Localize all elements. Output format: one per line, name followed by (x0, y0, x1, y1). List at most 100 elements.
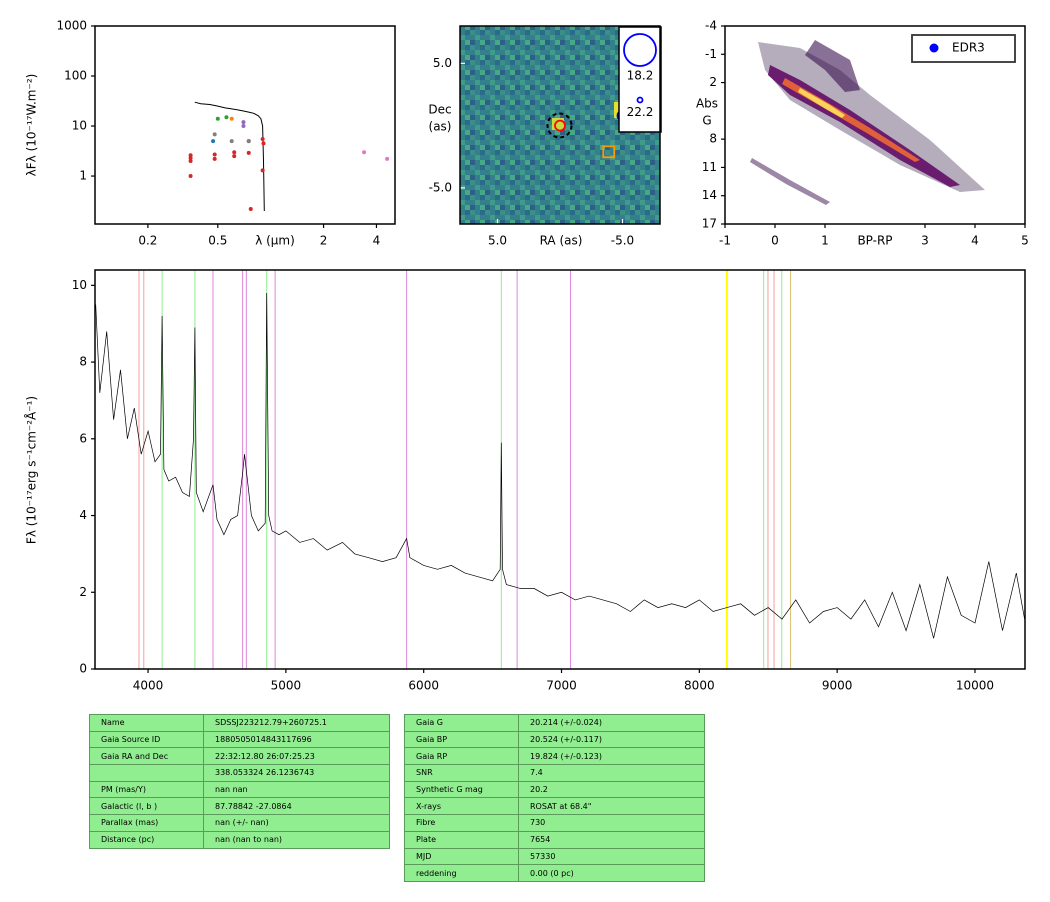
density-cloud (750, 40, 985, 205)
table-cell: 7.4 (518, 764, 705, 782)
x-tick-label: 8000 (684, 679, 715, 693)
table-row: MJD 57330 (404, 847, 705, 866)
table-row: reddening 0.00 (0 pc) (404, 864, 705, 882)
table-row: Distance (pc) nan (nan to nan) (89, 830, 390, 849)
table-cell: 22:32:12.80 26:07:25.23 (203, 747, 390, 766)
table-cell: SDSSJ223212.79+260725.1 (203, 714, 390, 732)
table-cell: 7654 (518, 830, 705, 849)
y-tick-label: 6 (79, 431, 87, 445)
sed-point (246, 139, 251, 144)
x-tick-label: 5.0 (488, 234, 507, 248)
sed-point (260, 168, 265, 173)
y-tick-label: 8 (79, 355, 87, 369)
x-tick-label: 0.5 (208, 234, 227, 248)
panel: 0.2 0.5 2 4 1 10 100 1000 λ (μm) λFλ (10⁻¹⁷W.m⁻²) (25, 19, 396, 248)
x-tick-label: -1 (719, 234, 731, 248)
table-row: Gaia Source ID 1880505014843117696 (89, 730, 390, 749)
sed-point (188, 153, 193, 158)
table-cell: 20.524 (+/-0.117) (518, 730, 705, 749)
table-cell: 57330 (518, 847, 705, 866)
axes-frame (94, 269, 1026, 670)
table-cell: 1880505014843117696 (203, 730, 390, 749)
x-tick-label: 1 (821, 234, 829, 248)
y-label-bg (689, 94, 725, 126)
table-row: Name SDSSJ223212.79+260725.1 (89, 714, 390, 732)
sed-point (241, 120, 246, 125)
table-cell: Galactic (l, b ) (89, 797, 204, 816)
x-tick-label: 3 (921, 234, 929, 248)
y-tick-label: 2 (79, 585, 87, 599)
panel: 5.0 -5.0 5.0 -5.0 RA (as) Dec (as) 18.2 22.2 (422, 25, 662, 248)
table-cell: Gaia G (404, 714, 519, 732)
y-axis-label: Dec (428, 103, 451, 117)
table-row: Fibre 730 (404, 814, 705, 832)
sed-point (211, 139, 216, 144)
table-row: 338.053324 26.1236743 (89, 764, 390, 782)
sed-point (248, 206, 253, 211)
table-row: Gaia BP 20.524 (+/-0.117) (404, 730, 705, 749)
sed-point (232, 150, 237, 155)
y-tick-label: 100 (64, 69, 87, 83)
x-tick-label: 0.2 (138, 234, 157, 248)
x-tick-label: 5 (1021, 234, 1029, 248)
y-tick-label: 2 (709, 75, 717, 89)
x-tick-label: 4000 (133, 679, 164, 693)
sed-point (212, 156, 217, 161)
x-axis-label: BP-RP (857, 234, 892, 248)
table-cell: PM (mas/Y) (89, 780, 204, 799)
source-marker (602, 145, 616, 159)
sed-point (232, 154, 237, 159)
y-label-bg (422, 100, 458, 132)
table-row: Gaia RP 19.824 (+/-0.123) (404, 747, 705, 766)
y-tick-label: -1 (705, 47, 717, 61)
table-cell: nan (+/- nan) (203, 814, 390, 832)
x-tick-label: -5.0 (611, 234, 634, 248)
x-tick-label: 2 (320, 234, 328, 248)
table-row: SNR 7.4 (404, 764, 705, 782)
y-tick-label: 10 (72, 119, 87, 133)
table-row: Synthetic G mag 20.2 (404, 780, 705, 799)
spectrum-line (194, 101, 265, 212)
x-tick-label: 6000 (408, 679, 439, 693)
table-cell: SNR (404, 764, 519, 782)
legend-size-marker (623, 33, 657, 67)
sed-point (188, 158, 193, 163)
y-tick-label: 17 (702, 217, 717, 231)
table-row: X-rays ROSAT at 68.4" (404, 797, 705, 816)
panel: -1 0 1 3 4 5 -4 -1 2 8 11 14 17 BP-RP Abs G EDR3 (689, 19, 1029, 248)
x-tick-label: 4 (373, 234, 381, 248)
table-cell: Synthetic G mag (404, 780, 519, 799)
y-axis-label: λFλ (10⁻¹⁷W.m⁻²) (25, 74, 39, 177)
spectrum-line (95, 292, 1025, 639)
table-row: Gaia G 20.214 (+/-0.024) (404, 714, 705, 732)
y-tick-label: 14 (702, 188, 717, 202)
x-tick-label: 4 (971, 234, 979, 248)
table-row: PM (mas/Y) nan nan (89, 780, 390, 799)
table-cell: 20.2 (518, 780, 705, 799)
sed-point (224, 115, 229, 120)
sed-point (246, 150, 251, 155)
legend-size-marker (636, 96, 644, 104)
legend-label: 22.2 (627, 105, 654, 119)
info-table: Gaia G 20.214 (+/-0.024) Gaia BP 20.524 (+/… (404, 714, 705, 882)
x-tick-label: 0 (771, 234, 779, 248)
table-cell: nan nan (203, 780, 390, 799)
table-row: Gaia RA and Dec 22:32:12.80 26:07:25.23 (89, 747, 390, 766)
table-row: Galactic (l, b ) 87.78842 -27.0864 (89, 797, 390, 816)
sed-point (241, 124, 246, 129)
sed-point (385, 156, 390, 161)
sed-point (212, 152, 217, 157)
table-cell (89, 764, 204, 782)
y-axis-label: (as) (429, 120, 452, 134)
legend-label: EDR3 (952, 41, 985, 55)
table-cell: 0.00 (0 pc) (518, 864, 705, 882)
table-cell: Distance (pc) (89, 830, 204, 849)
panel: 4000 5000 6000 7000 8000 9000 10000 0 2 4 6 8 10 Fλ (… (24, 269, 1026, 693)
table-cell: Fibre (404, 814, 519, 832)
table-cell: Gaia RP (404, 747, 519, 766)
y-tick-label: 5.0 (433, 56, 452, 70)
table-cell: Gaia BP (404, 730, 519, 749)
table-cell: nan (nan to nan) (203, 830, 390, 849)
